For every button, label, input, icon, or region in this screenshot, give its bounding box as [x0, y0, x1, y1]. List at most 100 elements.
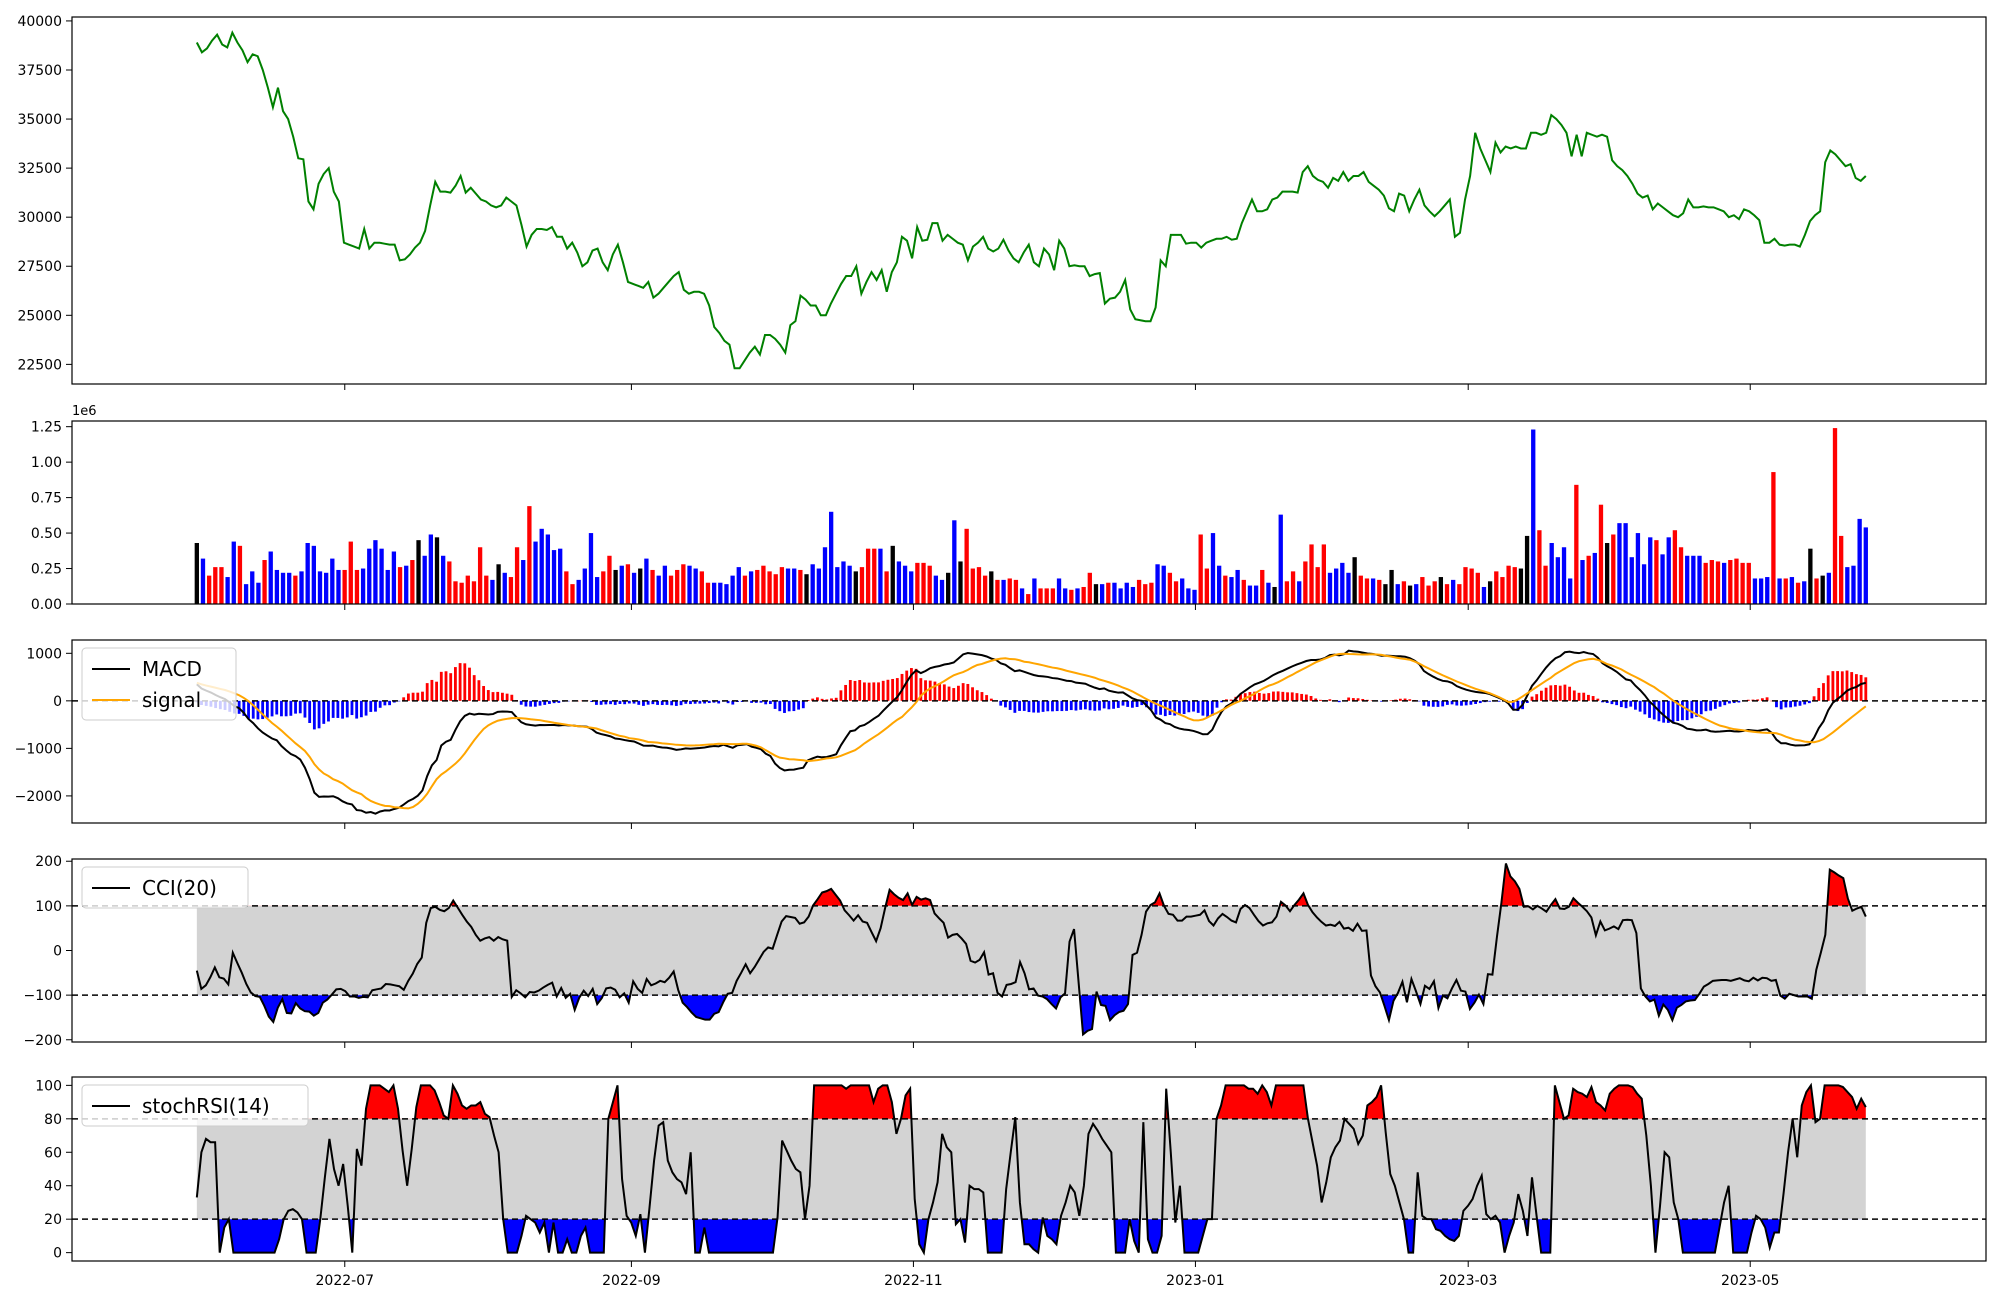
macd-histogram-bar — [980, 692, 984, 701]
macd-histogram-bar — [1206, 700, 1210, 718]
macd-histogram-bar — [1798, 700, 1802, 706]
volume-bar — [1407, 585, 1413, 604]
macd-histogram-bar — [1831, 671, 1835, 701]
volume-bar — [1783, 578, 1788, 604]
macd-histogram-bar — [1253, 691, 1257, 701]
volume-bar — [952, 520, 957, 604]
macd-histogram-bar — [406, 693, 410, 701]
volume-bar — [508, 577, 514, 604]
volume-bar — [1586, 555, 1591, 604]
macd-histogram-bar — [1817, 687, 1821, 701]
signal-line — [196, 652, 1867, 810]
macd-histogram-bar — [679, 700, 683, 706]
volume-bar — [422, 555, 427, 604]
macd-histogram-bar — [444, 671, 448, 701]
macd-histogram-bar — [1775, 700, 1778, 708]
macd-histogram-bar — [1290, 692, 1294, 701]
macd-histogram-bar — [421, 691, 424, 701]
volume-bar — [1438, 577, 1444, 604]
price-ytick-label: 30000 — [17, 210, 62, 226]
macd-histogram-bar — [910, 668, 913, 701]
volume-bar — [1346, 572, 1351, 604]
cci-ytick-label: −200 — [24, 1033, 62, 1049]
macd-histogram-bar — [350, 700, 354, 716]
volume-bar — [447, 561, 452, 604]
volume-bar — [1765, 577, 1770, 604]
volume-bar — [1641, 564, 1647, 604]
volume-ytick-label: 0.00 — [31, 597, 62, 613]
macd-histogram-bar — [1662, 700, 1666, 723]
volume-bar — [453, 581, 458, 604]
volume-bar — [1106, 582, 1111, 604]
volume-bar — [533, 541, 538, 604]
price-line — [195, 30, 1867, 370]
macd-histogram-bar — [1098, 700, 1101, 711]
volume-bar — [865, 548, 871, 604]
macd-histogram-bar — [1591, 696, 1595, 701]
volume-bar — [256, 582, 261, 604]
x-tick-label: 2022-07 — [316, 1273, 375, 1289]
macd-histogram-bar — [613, 700, 617, 705]
macd-histogram-bar — [985, 695, 989, 701]
macd-histogram-bar — [1328, 699, 1332, 701]
macd-histogram-bar — [1422, 700, 1426, 706]
volume-bar — [1857, 518, 1862, 604]
volume-bar — [687, 565, 692, 604]
macd-histogram-bar — [815, 697, 819, 701]
volume-bar — [558, 548, 563, 604]
macd-histogram-bar — [801, 700, 805, 709]
macd-histogram-bar — [698, 700, 702, 704]
volume-bar — [1752, 578, 1758, 604]
volume-bar — [835, 567, 840, 604]
macd-histogram-bar — [764, 700, 768, 705]
macd-histogram-bar — [660, 700, 664, 706]
macd-histogram-bar — [863, 682, 866, 701]
volume-bar — [1414, 584, 1419, 604]
volume-bar — [1808, 548, 1813, 604]
volume-bar — [1592, 552, 1597, 604]
macd-histogram-bar — [1455, 700, 1459, 706]
macd-histogram-bar — [1770, 700, 1774, 702]
macd-histogram-bar — [557, 700, 561, 703]
volume-bar — [539, 528, 544, 604]
macd-histogram-bar — [242, 700, 246, 716]
volume-bar — [909, 571, 914, 604]
volume-bar — [1420, 577, 1425, 604]
macd-histogram-bar — [971, 687, 974, 701]
volume-bar — [1795, 582, 1801, 604]
volume-bar — [989, 571, 994, 604]
macd-histogram-bar — [247, 700, 250, 719]
macd-histogram-bar — [684, 700, 688, 704]
volume-bar — [293, 575, 298, 604]
macd-histogram-bar — [364, 700, 368, 716]
volume-bar — [336, 569, 341, 604]
macd-histogram-bar — [900, 673, 904, 701]
macd-histogram-bar — [656, 700, 659, 705]
volume-bar — [1672, 530, 1678, 604]
macd-histogram-bar — [1159, 700, 1163, 715]
macd-histogram-bar — [1196, 700, 1200, 713]
macd-histogram-bar — [877, 682, 880, 701]
macd-histogram-bar — [430, 679, 434, 701]
volume-bar — [1124, 582, 1129, 604]
volume-bar — [1524, 535, 1530, 604]
volume-bar — [650, 569, 655, 604]
macd-histogram-bar — [750, 700, 753, 703]
macd-histogram-bar — [1257, 692, 1261, 701]
macd-histogram-bar — [1229, 699, 1233, 701]
volume-bar — [1802, 581, 1807, 604]
macd-histogram-bar — [1713, 700, 1717, 709]
macd-histogram-bar — [1699, 700, 1703, 715]
macd-histogram-bar — [1746, 699, 1750, 701]
macd-histogram-bar — [1445, 700, 1449, 705]
macd-histogram-bar — [491, 692, 495, 701]
volume-bar — [502, 572, 507, 604]
macd-histogram-bar — [529, 700, 533, 707]
volume-bar — [1013, 579, 1019, 604]
volume-bar — [1740, 562, 1745, 604]
macd-histogram-bar — [1845, 670, 1849, 701]
macd-histogram-bar — [425, 683, 429, 701]
macd-histogram-bar — [378, 700, 382, 708]
macd-histogram-bar — [1361, 698, 1365, 701]
macd-histogram-bar — [623, 700, 627, 705]
